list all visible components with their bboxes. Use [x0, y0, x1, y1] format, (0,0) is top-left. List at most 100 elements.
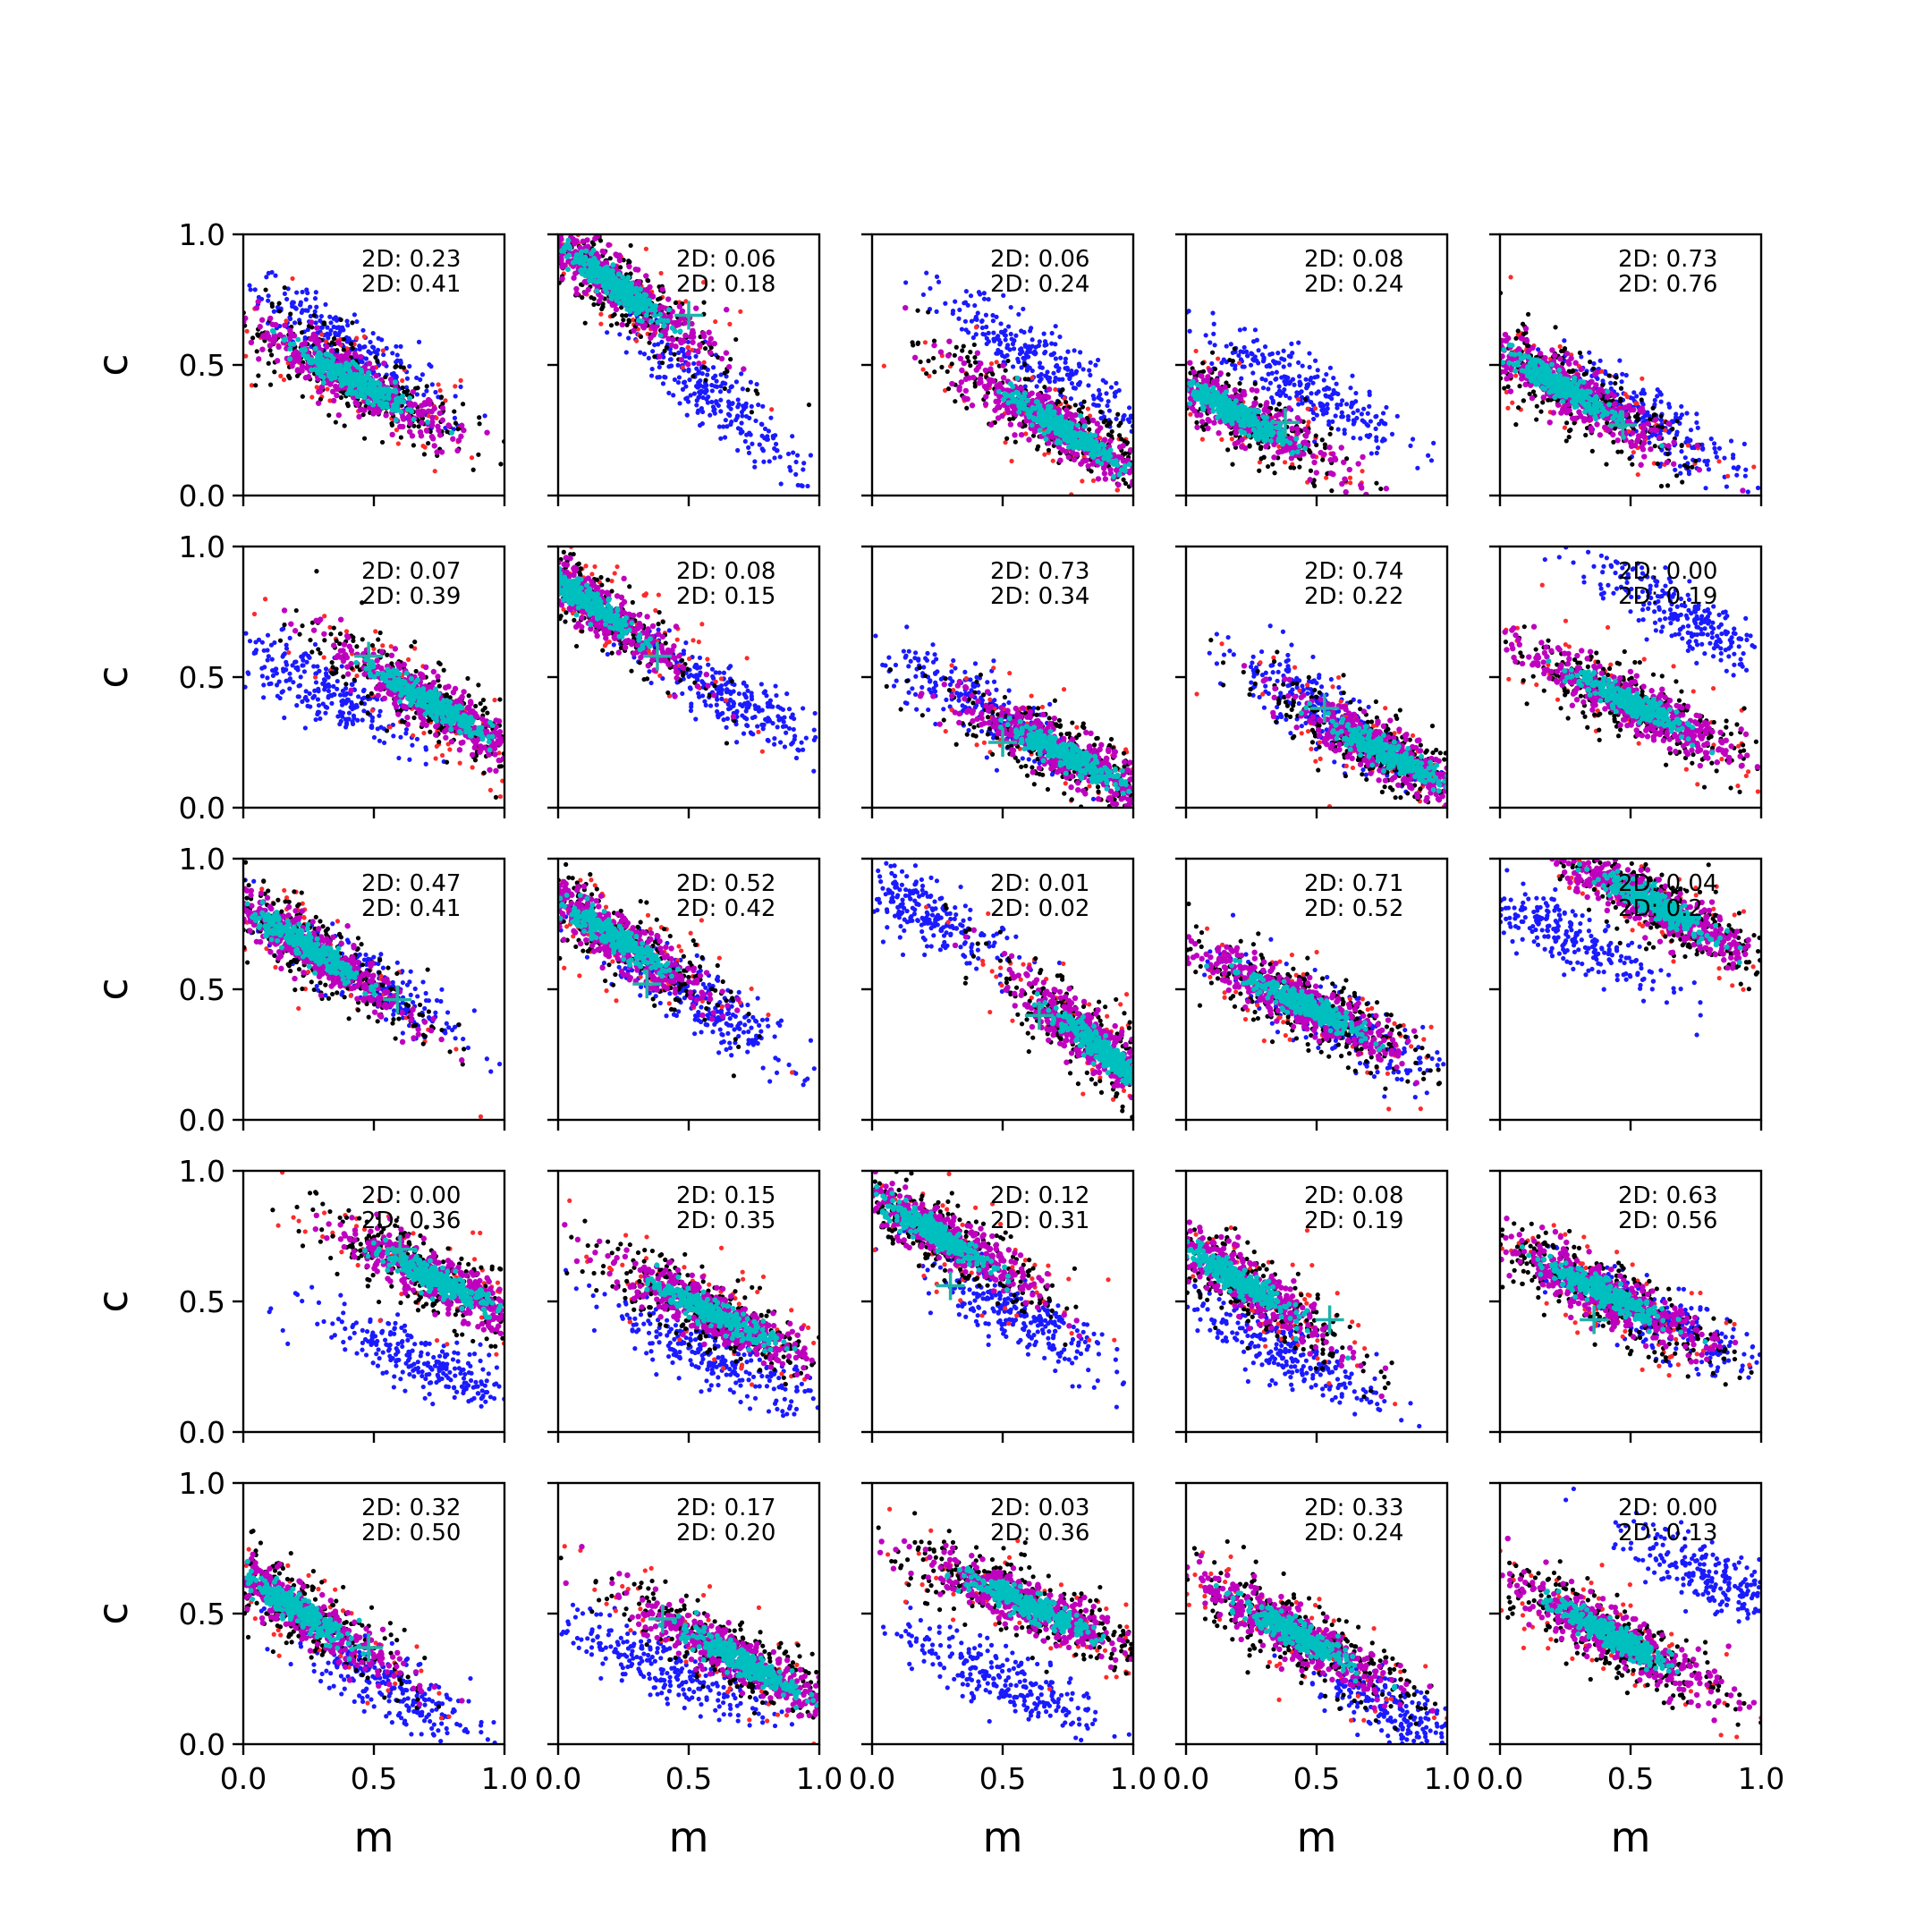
blue-point [752, 464, 758, 470]
blue-point [1065, 349, 1071, 354]
magenta-point [1216, 430, 1222, 436]
blue-point [326, 335, 331, 341]
magenta-point [690, 339, 696, 345]
red-point [1276, 444, 1282, 449]
black-point [1308, 468, 1314, 473]
magenta-point [676, 303, 683, 309]
black-point [401, 365, 406, 370]
blue-point [1319, 407, 1325, 413]
cyan-point [386, 392, 392, 398]
magenta-point [1000, 375, 1007, 381]
cyan-point [657, 332, 664, 338]
blue-point [1030, 337, 1035, 343]
red-point [1042, 452, 1047, 457]
magenta-point [657, 353, 663, 360]
black-point [1225, 447, 1231, 453]
blue-point [1379, 438, 1385, 444]
cyan-point [425, 419, 431, 426]
blue-point [1306, 382, 1311, 387]
blue-point [1307, 351, 1312, 356]
black-point [421, 452, 428, 457]
magenta-point [439, 417, 446, 423]
blue-point [793, 471, 799, 477]
black-point [1123, 480, 1129, 487]
cyan-point [607, 280, 614, 286]
blue-point [1339, 414, 1344, 419]
black-point [703, 377, 708, 383]
cyan-point [316, 368, 322, 374]
blue-point [748, 432, 753, 437]
magenta-point [995, 403, 1001, 411]
cyan-point [1293, 436, 1300, 442]
blue-point [710, 375, 716, 381]
blue-point [1286, 381, 1292, 386]
blue-point [698, 391, 703, 396]
cyan-point [624, 306, 631, 312]
blue-point [1034, 384, 1039, 389]
cyan-point [1043, 436, 1049, 442]
cyan-point [1027, 413, 1033, 419]
blue-point [1304, 386, 1309, 391]
blue-point [1251, 358, 1257, 363]
magenta-point [1339, 480, 1345, 487]
blue-point [1269, 370, 1275, 376]
blue-point [1009, 336, 1014, 342]
blue-point [1106, 399, 1111, 404]
black-point [400, 385, 405, 391]
blue-point [248, 287, 253, 292]
blue-point [1208, 340, 1213, 345]
cyan-point [1072, 442, 1079, 448]
blue-point [1364, 433, 1369, 438]
black-point [1319, 437, 1325, 443]
magenta-point [429, 419, 436, 426]
black-point [269, 301, 275, 307]
magenta-point [275, 343, 282, 351]
blue-point [1315, 374, 1320, 379]
blue-point [1374, 437, 1379, 444]
blue-point [1105, 402, 1110, 409]
blue-point [677, 401, 682, 406]
black-point [398, 435, 403, 440]
blue-point [729, 419, 734, 425]
cyan-point [1038, 413, 1044, 419]
blue-point [1098, 397, 1104, 402]
magenta-point [458, 433, 464, 440]
magenta-point [276, 332, 284, 338]
blue-point [1339, 398, 1345, 403]
magenta-point [619, 321, 625, 328]
blue-point [714, 399, 719, 404]
blue-point [1027, 328, 1033, 334]
black-point [1322, 445, 1328, 451]
black-point [1252, 381, 1258, 386]
blue-point [1311, 416, 1317, 422]
black-point [1115, 411, 1121, 417]
blue-point [986, 297, 991, 302]
black-point [582, 320, 588, 326]
blue-point [264, 275, 269, 280]
blue-point [981, 291, 987, 296]
blue-point [1394, 413, 1400, 419]
blue-point [1252, 354, 1258, 360]
red-point [1050, 458, 1055, 463]
blue-point [1415, 465, 1420, 470]
magenta-point [1309, 453, 1317, 460]
red-point [1199, 436, 1205, 442]
magenta-point [410, 388, 416, 395]
black-point [626, 318, 631, 323]
red-point [598, 311, 604, 317]
magenta-point [937, 349, 945, 355]
blue-point [694, 398, 699, 403]
red-point [319, 332, 325, 337]
cyan-point [354, 378, 360, 385]
blue-point [666, 390, 672, 396]
blue-point [996, 347, 1001, 353]
cyan-point [1092, 432, 1098, 438]
cyan-point [612, 281, 618, 287]
blue-point [1093, 362, 1098, 368]
magenta-point [718, 355, 725, 362]
blue-point [903, 280, 909, 285]
blue-point [318, 313, 324, 319]
magenta-point [580, 238, 586, 245]
blue-point [290, 303, 295, 309]
magenta-point [335, 411, 343, 419]
